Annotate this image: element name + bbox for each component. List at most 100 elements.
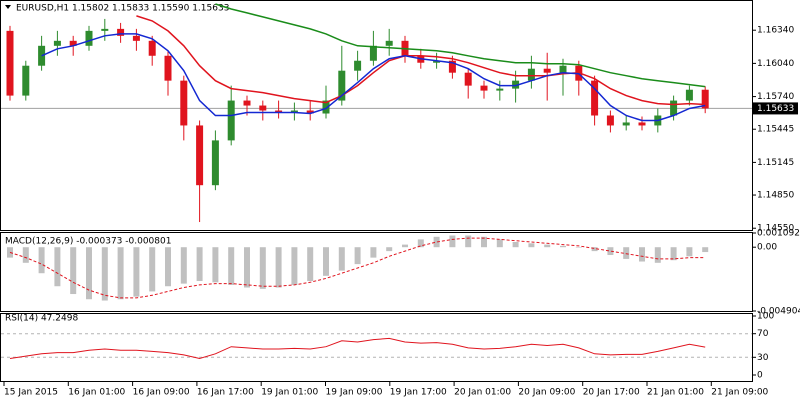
- y-tick-label: 1.16040: [757, 59, 794, 69]
- candle-body: [480, 85, 488, 91]
- candle-body: [606, 115, 614, 126]
- candle-body: [543, 68, 551, 73]
- candle-body: [559, 65, 567, 73]
- macd-bar: [275, 247, 282, 288]
- candle-body: [622, 122, 630, 126]
- candle-body: [22, 65, 30, 96]
- candle-body: [527, 68, 535, 81]
- macd-bar: [686, 247, 693, 257]
- macd-bar: [101, 247, 108, 301]
- x-tick-label: 19 Jan 01:00: [261, 388, 318, 398]
- y-tick-label: 1.15145: [757, 158, 794, 168]
- x-tick-label: 20 Jan 09:00: [518, 388, 575, 398]
- y-tick-label: 1.15740: [757, 92, 794, 102]
- moving-average: [215, 3, 706, 88]
- y-tick-label: 100: [757, 312, 774, 322]
- candle-body: [117, 28, 125, 36]
- candle-body: [496, 88, 504, 91]
- macd-bar: [607, 247, 614, 256]
- x-tick-label: 19 Jan 09:00: [326, 388, 383, 398]
- macd-bar: [70, 247, 77, 295]
- macd-bar: [623, 247, 630, 259]
- x-tick-label: 16 Jan 01:00: [68, 388, 125, 398]
- price-panel: [0, 0, 753, 231]
- menu-icon: [5, 5, 11, 9]
- candle-body: [85, 30, 93, 46]
- chart-title: EURUSD,H1 1.15802 1.15833 1.15590 1.1563…: [16, 4, 229, 14]
- price-label-box: [752, 102, 798, 115]
- candle-body: [275, 110, 283, 113]
- candle-body: [512, 80, 520, 89]
- macd-bar: [196, 247, 203, 282]
- macd-bar: [465, 235, 472, 248]
- macd-bar: [512, 242, 519, 248]
- x-tick-label: 20 Jan 17:00: [583, 388, 640, 398]
- x-tick-label: 15 Jan 2015: [4, 388, 58, 398]
- macd-bar: [259, 247, 266, 289]
- macd-bar: [370, 247, 377, 258]
- macd-bar: [165, 247, 171, 287]
- macd-bar: [86, 247, 92, 300]
- x-tick-label: 16 Jan 09:00: [133, 388, 190, 398]
- macd-bar: [212, 247, 219, 283]
- candle-body: [180, 80, 188, 126]
- macd-bar: [133, 247, 140, 297]
- candle-body: [53, 40, 61, 46]
- y-tick-label: 0.001092: [757, 229, 800, 239]
- macd-bar: [702, 247, 709, 253]
- macd-bar: [323, 247, 329, 276]
- macd-bar: [591, 247, 598, 252]
- y-tick-label: 1.15445: [757, 125, 794, 135]
- moving-average: [136, 15, 706, 106]
- macd-bar: [338, 247, 345, 271]
- candle-body: [464, 72, 472, 86]
- candle-body: [211, 140, 219, 186]
- candle-body: [591, 80, 599, 116]
- macd-bar: [449, 235, 456, 248]
- candle-body: [101, 28, 109, 31]
- macd-bar: [228, 247, 235, 285]
- macd-bar: [54, 247, 61, 287]
- candle-body: [385, 40, 393, 46]
- candle-body: [369, 45, 377, 61]
- y-tick-label: 1.14550: [757, 224, 794, 234]
- y-tick-label: 1.16340: [757, 26, 794, 36]
- macd-bar: [639, 247, 645, 262]
- candle-body: [69, 40, 77, 46]
- signal-line: [9, 237, 706, 299]
- candle-body: [259, 105, 267, 111]
- candle-body: [132, 35, 140, 41]
- price-label: 1.15633: [757, 104, 794, 114]
- macd-bar: [38, 247, 45, 274]
- macd-bar: [402, 244, 408, 248]
- macd-bar: [291, 247, 298, 285]
- y-tick-label: 1.14850: [757, 191, 794, 201]
- plot-area: [1, 3, 752, 223]
- x-tick-label: 16 Jan 17:00: [197, 388, 254, 398]
- candle-body: [448, 60, 456, 73]
- y-tick-label: 0.00: [757, 243, 777, 253]
- macd-bar: [670, 247, 677, 261]
- macd-bar: [654, 247, 661, 263]
- y-tick-label: -0.004904: [757, 307, 800, 317]
- rsi-panel: [0, 313, 753, 382]
- candle-body: [638, 122, 646, 126]
- candle-body: [227, 100, 235, 141]
- y-tick-label: 0: [757, 371, 763, 381]
- candle-body: [433, 60, 441, 63]
- macd-bar: [496, 239, 503, 248]
- candle-body: [6, 30, 14, 96]
- macd-bar: [149, 247, 156, 292]
- candle-body: [322, 100, 330, 114]
- candle-body: [701, 89, 709, 109]
- macd-panel: [0, 232, 753, 312]
- x-tick-label: 19 Jan 17:00: [390, 388, 447, 398]
- macd-bar: [560, 245, 566, 248]
- rsi-title: RSI(14) 47.2498: [5, 314, 78, 324]
- candle-body: [670, 100, 678, 116]
- candle-body: [164, 55, 172, 81]
- candle-body: [354, 60, 362, 71]
- macd-bar: [417, 239, 424, 248]
- macd-bar: [386, 247, 393, 252]
